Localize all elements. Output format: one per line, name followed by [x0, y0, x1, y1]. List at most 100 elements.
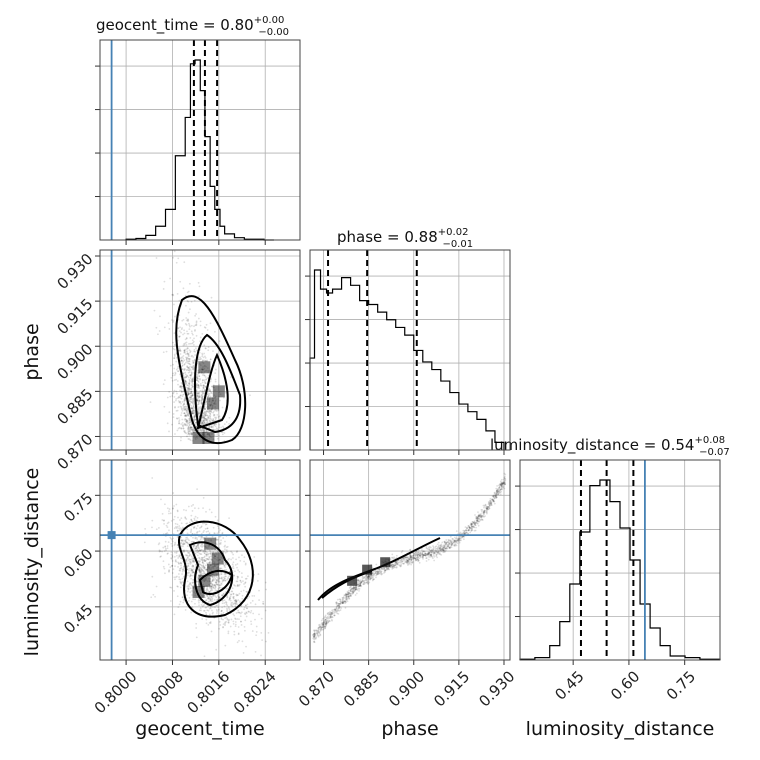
- sample-point: [180, 407, 183, 410]
- density-cell: [207, 397, 220, 410]
- sample-point: [208, 556, 211, 559]
- sample-point: [183, 351, 186, 354]
- sample-point: [221, 594, 224, 596]
- sample-point: [486, 508, 489, 511]
- sample-point: [218, 434, 220, 437]
- sample-point: [335, 601, 338, 604]
- sample-point: [203, 570, 205, 573]
- sample-point: [206, 527, 209, 530]
- sample-point: [185, 337, 188, 339]
- contour-middle: [188, 541, 234, 607]
- sample-point: [210, 409, 213, 411]
- sample-point: [355, 586, 358, 588]
- sample-point: [339, 600, 342, 603]
- sample-point: [217, 576, 220, 578]
- sample-point: [193, 416, 195, 419]
- sample-point: [197, 546, 200, 549]
- sample-point: [500, 481, 503, 484]
- sample-point: [498, 487, 500, 489]
- sample-point: [224, 575, 226, 578]
- sample-point: [480, 515, 483, 518]
- sample-point: [189, 308, 191, 311]
- sample-point: [203, 421, 206, 424]
- sample-point: [183, 423, 186, 426]
- sample-point: [367, 576, 370, 579]
- sample-point: [212, 594, 215, 597]
- sample-point: [478, 518, 480, 520]
- sample-point: [497, 492, 500, 495]
- sample-point: [427, 551, 430, 554]
- sample-point: [188, 424, 191, 426]
- sample-point: [492, 495, 495, 498]
- sample-point: [224, 601, 227, 603]
- sample-point: [335, 609, 338, 612]
- sample-point: [168, 570, 170, 572]
- sample-point: [178, 299, 181, 302]
- sample-point: [201, 549, 204, 552]
- sample-point: [322, 622, 324, 624]
- sample-point: [472, 525, 475, 528]
- sample-point: [486, 508, 488, 510]
- sample-point: [409, 560, 412, 563]
- sample-point: [186, 594, 188, 597]
- sample-point: [214, 428, 217, 431]
- density-cell: [212, 385, 225, 398]
- sample-point: [202, 384, 205, 387]
- sample-point: [378, 570, 381, 573]
- sample-point: [483, 509, 486, 512]
- sample-point: [186, 556, 189, 559]
- sample-point: [221, 532, 224, 534]
- sample-point: [357, 583, 360, 586]
- sample-point: [415, 559, 417, 562]
- sample-point: [176, 529, 179, 532]
- sample-point: [218, 584, 221, 587]
- sample-point: [198, 413, 201, 415]
- sample-point: [207, 605, 210, 608]
- sample-point: [413, 553, 416, 555]
- sample-point: [185, 424, 188, 427]
- sample-point: [203, 422, 206, 425]
- sample-point: [202, 416, 205, 419]
- sample-point: [181, 385, 184, 388]
- sample-point: [337, 602, 340, 605]
- sample-point: [466, 526, 469, 529]
- sample-point: [208, 621, 211, 624]
- sample-point: [186, 550, 189, 552]
- x-axis-label-phase: phase: [381, 718, 438, 740]
- sample-point: [383, 566, 385, 569]
- sample-point: [183, 369, 186, 372]
- sample-point: [198, 401, 200, 404]
- sample-point: [193, 561, 195, 563]
- sample-point: [212, 410, 215, 413]
- sample-point: [453, 543, 456, 546]
- sample-point: [190, 428, 193, 431]
- sample-point: [187, 427, 189, 430]
- sample-point: [216, 579, 218, 581]
- sample-point: [360, 582, 362, 585]
- sample-point: [450, 541, 452, 544]
- sample-point: [203, 555, 206, 558]
- sample-point: [380, 567, 383, 569]
- sample-point: [224, 617, 226, 620]
- sample-point: [179, 569, 182, 572]
- sample-point: [429, 549, 432, 552]
- sample-point: [463, 531, 466, 534]
- sample-point: [180, 394, 182, 397]
- sample-point: [186, 554, 189, 557]
- sample-point: [346, 600, 349, 603]
- sample-point: [408, 562, 411, 565]
- sample-point: [199, 567, 202, 569]
- sample-point: [426, 553, 429, 555]
- sample-point: [432, 553, 435, 555]
- sample-point: [211, 576, 214, 579]
- sample-point: [333, 614, 336, 617]
- sample-point: [186, 393, 189, 396]
- sample-point: [172, 321, 175, 323]
- sample-point: [190, 366, 193, 369]
- sample-point: [496, 491, 499, 493]
- sample-point: [366, 576, 369, 578]
- sample-point: [445, 539, 448, 541]
- sample-point: [431, 556, 434, 558]
- sample-point: [209, 605, 212, 608]
- sample-point: [493, 491, 496, 494]
